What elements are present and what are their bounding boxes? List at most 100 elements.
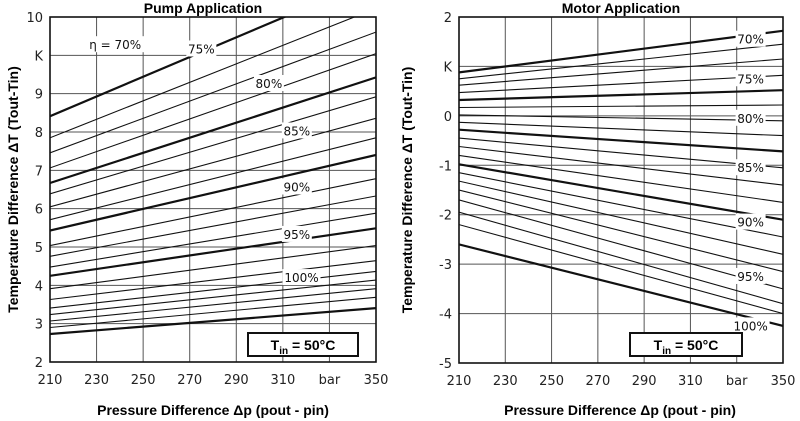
y-tick-label: -3 [439, 258, 452, 273]
efficiency-label: 80% [737, 112, 764, 126]
y-tick-label: 6 [35, 203, 43, 218]
series-line-100pct [50, 227, 376, 277]
plot-frame [458, 16, 784, 364]
efficiency-label-bg [253, 75, 284, 91]
series-line-85pct [459, 114, 783, 122]
y-tick-label: 9 [35, 88, 43, 103]
series-line-75pct [50, 31, 376, 154]
series-line-77-5pct [459, 74, 783, 94]
tin-subscript: in [662, 346, 671, 357]
y-tick-label: 0 [444, 110, 452, 125]
efficiency-label: 100% [284, 271, 318, 285]
series-line-80pct [50, 76, 376, 185]
efficiency-label: 95% [283, 228, 310, 242]
series-line-90pct [459, 128, 783, 153]
chart-title: Motor Application [562, 0, 680, 16]
x-tick-label: 270 [177, 373, 202, 388]
series-line-77-5pct [50, 53, 376, 169]
tin-annotation: Tin = 50°C [654, 337, 719, 357]
efficiency-label: 95% [737, 270, 764, 284]
series-line-lower-4 [50, 279, 376, 316]
x-tick-label: 290 [632, 374, 657, 389]
series-line-lower-6 [50, 296, 376, 329]
x-tick-label: 290 [224, 373, 249, 388]
efficiency-label: η = 70% [89, 38, 141, 52]
efficiency-label-bg [281, 225, 312, 242]
plot-frame [49, 16, 377, 363]
efficiency-label-bg [735, 70, 766, 87]
efficiency-label-bg [735, 159, 766, 176]
y-tick-label: -5 [439, 357, 452, 372]
efficiency-label-bg [735, 267, 766, 284]
x-tick-label: bar [319, 373, 341, 388]
series-line-92-5pct [459, 137, 783, 169]
y-tick-label: 7 [35, 164, 43, 179]
efficiency-label: 70% [737, 33, 764, 47]
efficiency-label: 85% [283, 124, 310, 138]
tin-annotation-box [629, 332, 743, 357]
efficiency-label-bg [186, 40, 217, 57]
efficiency-label: 85% [737, 161, 764, 175]
y-tick-label: -1 [439, 159, 452, 174]
tin-value: = 50°C [671, 337, 718, 353]
series-line-72-5pct [459, 43, 783, 80]
efficiency-label-bg [735, 30, 766, 47]
chart-title: Pump Application [144, 0, 262, 16]
x-tick-label: 350 [771, 374, 796, 389]
motor-application-chart: Motor Application 210 230 250 270 290 310 bar 35… [399, 0, 795, 418]
series-line-75pct [459, 58, 783, 86]
y-tick-label: 8 [35, 126, 43, 141]
series-line-lower-1 [50, 245, 376, 290]
series-line-lower-7 [459, 243, 783, 327]
series-line-97-5pct [459, 154, 783, 203]
efficiency-label-bg [735, 109, 766, 126]
series-line-92-5pct [50, 178, 376, 247]
y-axis-label: Temperature Difference ΔT (Tout-Tin) [399, 67, 415, 314]
x-tick-label: 210 [38, 373, 63, 388]
series-line-72-5pct [50, 17, 356, 139]
tin-annotation: Tin = 50°C [271, 337, 336, 357]
efficiency-label-bg [282, 269, 321, 286]
series-line-85pct [50, 117, 376, 208]
x-tick-label: 270 [585, 374, 610, 389]
y-tick-label: -4 [439, 308, 452, 323]
series-line-70pct [459, 29, 783, 74]
x-tick-label: 210 [447, 374, 472, 389]
y-tick-label: 2 [35, 356, 43, 371]
y-axis-label: Temperature Difference ΔT (Tout-Tin) [5, 66, 21, 313]
series-line-lower-4 [459, 199, 783, 290]
series-line-95pct [50, 195, 376, 257]
y-tick-label: 4 [35, 279, 43, 294]
series-line-lower-2 [50, 260, 376, 301]
x-axis-label: Pressure Difference Δp (pout - pin) [97, 402, 329, 418]
efficiency-label: 75% [188, 43, 215, 57]
y-tick-label: 3 [35, 318, 43, 333]
efficiency-label-bg [281, 122, 312, 139]
series-line-82-5pct [50, 96, 376, 195]
series-line-lower-2 [459, 180, 783, 255]
x-tick-label: bar [726, 374, 748, 389]
y-tick-label: -2 [439, 209, 452, 224]
x-axis-label: Pressure Difference Δp (pout - pin) [504, 402, 736, 418]
tin-value: = 50°C [288, 337, 335, 353]
x-tick-label: 310 [270, 373, 295, 388]
y-tick-label: K [34, 49, 43, 64]
series-line-lower-7 [50, 307, 376, 336]
x-tick-label: 310 [678, 374, 703, 389]
efficiency-label-bg [84, 36, 147, 53]
efficiency-label: 75% [737, 72, 764, 86]
series-group [459, 29, 783, 327]
series-line-lower-1 [459, 172, 783, 238]
series-line-100pct [459, 163, 783, 221]
y-tick-label: 10 [26, 11, 43, 26]
x-tick-label: 250 [539, 374, 564, 389]
series-group [50, 17, 376, 336]
series-line-lower-3 [459, 189, 783, 273]
efficiency-label-bg [731, 317, 770, 334]
tin-annotation-box [247, 332, 359, 357]
efficiency-label: 80% [256, 77, 283, 91]
series-line-lower-3 [50, 270, 376, 309]
series-line-97-5pct [50, 212, 376, 268]
